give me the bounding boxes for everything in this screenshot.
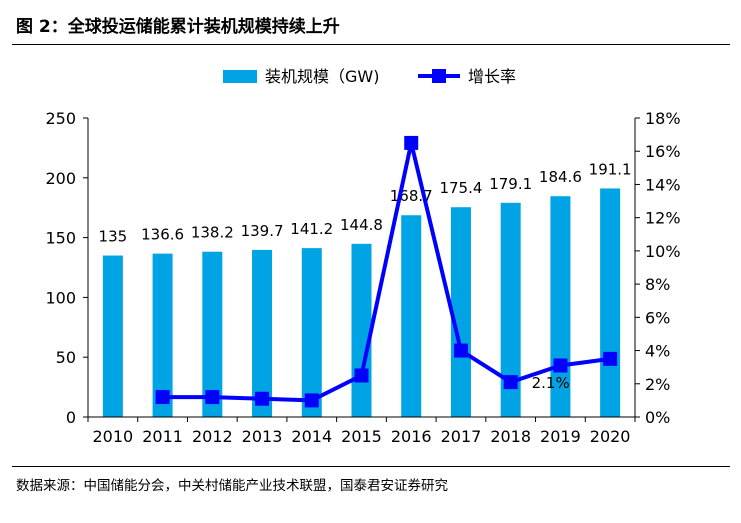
x-tick-label-2014: 2014 [291, 427, 332, 446]
y-right-tick-label-14: 14% [645, 175, 681, 194]
bar-label-2012: 138.2 [191, 224, 234, 242]
y-right-tick-label-8: 8% [645, 275, 670, 294]
growth-rate-point-2011 [155, 390, 170, 405]
x-tick-label-2015: 2015 [341, 427, 382, 446]
chart-legend: 装机规模（GW) 增长率 [223, 67, 516, 86]
y-left-tick-label-250: 250 [45, 109, 76, 128]
bar-label-2013: 139.7 [241, 222, 284, 240]
title-rule [12, 44, 730, 45]
legend-label-line: 增长率 [468, 67, 516, 86]
x-tick-label-2011: 2011 [142, 427, 183, 446]
bar-label-2010: 135 [99, 228, 128, 246]
bar-label-2017: 175.4 [439, 179, 482, 197]
legend-label-bar: 装机规模（GW) [265, 67, 379, 86]
x-tick-label-2016: 2016 [391, 427, 432, 446]
y-right-tick-label-4: 4% [645, 342, 670, 361]
x-tick-label-2017: 2017 [441, 427, 482, 446]
y-left-tick-label-0: 0 [66, 408, 76, 427]
figure-title: 图 2：全球投运储能累计装机规模持续上升 [16, 17, 340, 37]
x-tick-label-2018: 2018 [490, 427, 531, 446]
y-left-tick-label-150: 150 [45, 229, 76, 248]
x-tick-label-2012: 2012 [192, 427, 233, 446]
bar-label-2019: 184.6 [539, 168, 582, 186]
growth-rate-point-2015 [354, 368, 369, 383]
growth-rate-point-2016 [404, 135, 419, 150]
x-tick-label-2019: 2019 [540, 427, 581, 446]
source-note: 数据来源：中国储能分会，中关村储能产业技术联盟，国泰君安证券研究 [16, 478, 448, 494]
bar-2013 [252, 249, 273, 417]
y-right-tick-label-12: 12% [645, 209, 681, 228]
bar-2012 [202, 251, 223, 417]
growth-rate-point-2019 [553, 358, 568, 373]
growth-rate-point-2020 [603, 351, 618, 366]
source-rule [12, 466, 730, 467]
growth-rate-annotation: 2.1% [532, 374, 570, 392]
bar-2015 [351, 243, 372, 417]
bar-label-2018: 179.1 [489, 175, 532, 193]
growth-rate-point-2018 [503, 375, 518, 390]
growth-rate-point-2012 [205, 390, 220, 405]
x-tick-label-2020: 2020 [590, 427, 631, 446]
bar-2020 [600, 188, 621, 417]
legend-marker-line [432, 69, 446, 83]
x-tick-label-2010: 2010 [93, 427, 134, 446]
growth-rate-point-2017 [453, 343, 468, 358]
bar-2011 [152, 253, 173, 417]
y-right-tick-label-0: 0% [645, 408, 670, 427]
growth-rate-point-2014 [304, 393, 319, 408]
legend-swatch-bar [223, 70, 257, 83]
growth-rate-line [162, 140, 611, 403]
y-left-tick-label-50: 50 [56, 348, 76, 367]
y-right-tick-label-18: 18% [645, 109, 681, 128]
bar-label-2020: 191.1 [589, 160, 632, 178]
y-left-tick-label-100: 100 [45, 288, 76, 307]
y-right-tick-label-2: 2% [645, 375, 670, 394]
bar-2014 [301, 248, 322, 417]
y-right-tick-label-6: 6% [645, 308, 670, 327]
y-right-tick-label-10: 10% [645, 242, 681, 261]
bar-2018 [500, 202, 521, 417]
combo-chart: 装机规模（GW) 增长率 135 136.6 138.2 139.7 141.2 144.… [45, 67, 681, 446]
y-right-tick-label-16: 16% [645, 142, 681, 161]
bar-2017 [450, 207, 471, 417]
bar-label-2011: 136.6 [141, 226, 184, 244]
bar-label-2015: 144.8 [340, 216, 383, 234]
bar-2010 [102, 255, 123, 417]
growth-rate-point-2013 [255, 391, 270, 406]
x-tick-label-2013: 2013 [242, 427, 283, 446]
bar-2016 [401, 215, 422, 417]
y-left-tick-label-200: 200 [45, 169, 76, 188]
bar-label-2014: 141.2 [290, 220, 333, 238]
